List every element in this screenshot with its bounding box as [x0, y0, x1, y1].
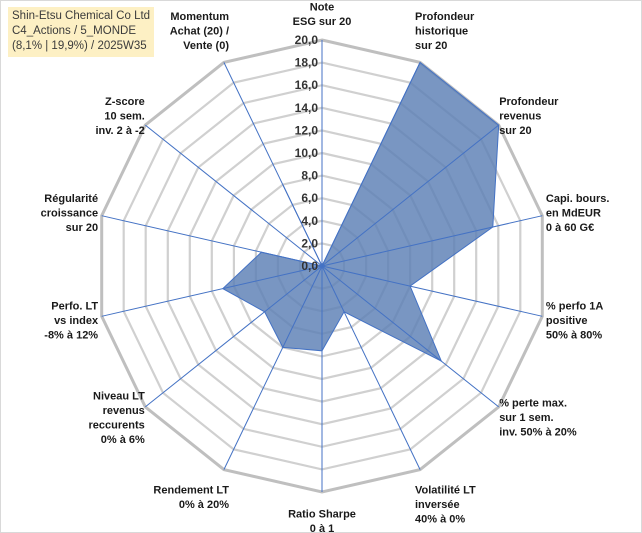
radial-tick-labels: 0,0 2,0 4,0 6,0 8,0 10,0 12,0 14,0 16,0 18,0 20,0: [295, 33, 319, 273]
spoke-line: [321, 62, 421, 267]
category-label-line: Z-score: [105, 96, 145, 108]
spoke-line: [321, 265, 421, 470]
radial-tick-label: 18,0: [295, 56, 319, 70]
category-label-line: 0 à 60 G€: [546, 222, 594, 234]
chart-title-box: Shin-Etsu Chemical Co Ltd C4_Actions / 5…: [8, 7, 155, 57]
category-label: % perte max. sur 1 sem. inv. 50% à 20%: [499, 398, 577, 439]
category-label: Profondeur historique sur 20: [415, 11, 475, 52]
category-labels: Note ESG sur 20 Profondeur historique sur 20…: [41, 2, 610, 533]
radial-tick-label: 16,0: [295, 78, 319, 92]
spoke-line: [321, 265, 543, 317]
radial-tick-label: 6,0: [301, 191, 318, 205]
category-label-line: Volatilité LT: [415, 485, 476, 497]
category-label-line: Note: [310, 2, 334, 14]
category-label: Profondeur revenus sur 20: [499, 96, 559, 137]
category-label: Capi. bours. en MdEUR 0 à 60 G€: [546, 193, 610, 234]
category-label-line: en MdEUR: [546, 207, 601, 219]
category-label-line: 40% à 0%: [415, 514, 465, 526]
category-label-line: 0% à 6%: [101, 434, 145, 446]
radial-tick-label: 14,0: [295, 101, 319, 115]
category-label-line: Perfo. LT: [51, 301, 98, 313]
category-label: Z-score 10 sem. inv. 2 à -2: [95, 96, 144, 137]
category-label-line: Vente (0): [183, 40, 229, 52]
radar-spokes: [101, 40, 543, 492]
spoke-line: [144, 124, 323, 267]
radial-tick-label: 12,0: [295, 123, 319, 137]
spoke-line: [321, 265, 500, 408]
spoke-line: [223, 62, 323, 267]
category-label-line: 10 sem.: [104, 110, 144, 122]
spoke-line: [101, 215, 323, 267]
spoke-line: [321, 124, 500, 267]
series-area: [221, 61, 500, 363]
category-label: Rendement LT 0% à 20%: [153, 485, 229, 512]
category-label-line: historique: [415, 26, 468, 38]
category-label-line: Régularité: [44, 193, 98, 205]
category-label: Niveau LT revenus reccurents 0% à 6%: [89, 390, 146, 446]
category-label-line: Capi. bours.: [546, 193, 610, 205]
spoke-line: [223, 265, 323, 470]
category-label-line: sur 20: [499, 125, 531, 137]
category-label-line: positive: [546, 315, 588, 327]
spoke-line: [144, 265, 323, 408]
radial-tick-label: 2,0: [301, 236, 318, 250]
category-label-line: Achat (20) /: [170, 26, 229, 38]
title-line-2: C4_Actions / 5_MONDE: [12, 25, 136, 37]
category-label: Perfo. LT vs index -8% à 12%: [44, 301, 99, 342]
title-line-3: (8,1% | 19,9%) / 2025W35: [12, 40, 147, 52]
category-label-line: sur 1 sem.: [499, 412, 553, 424]
radial-tick-label: 20,0: [295, 33, 319, 47]
spoke-line: [321, 215, 543, 267]
category-label-line: Momentum: [170, 11, 229, 23]
category-label-line: Niveau LT: [93, 390, 145, 402]
category-label-line: % perte max.: [499, 398, 567, 410]
category-label-line: revenus: [103, 405, 145, 417]
category-label-line: 0 à 1: [310, 523, 334, 533]
category-label-line: 0% à 20%: [179, 499, 229, 511]
title-line-1: Shin-Etsu Chemical Co Ltd: [12, 10, 151, 22]
category-label: Momentum Achat (20) / Vente (0): [170, 11, 230, 52]
category-label: Ratio Sharpe 0 à 1: [288, 509, 356, 533]
category-label-line: revenus: [499, 110, 541, 122]
category-label-line: sur 20: [66, 222, 98, 234]
spoke-line: [101, 265, 323, 317]
category-label-line: % perfo 1A: [546, 301, 604, 313]
category-label-line: inversée: [415, 499, 460, 511]
category-label-line: sur 20: [415, 40, 447, 52]
category-label: Note ESG sur 20: [293, 2, 352, 29]
category-label-line: -8% à 12%: [44, 330, 98, 342]
category-label-line: inv. 50% à 20%: [499, 427, 577, 439]
category-label-line: inv. 2 à -2: [95, 125, 144, 137]
category-label-line: 50% à 80%: [546, 330, 602, 342]
category-label-line: Profondeur: [499, 96, 559, 108]
category-label-line: ESG sur 20: [293, 16, 352, 28]
radial-tick-label: 0,0: [301, 259, 318, 273]
radar-series: [221, 61, 500, 363]
category-label-line: croissance: [41, 207, 98, 219]
category-label-line: vs index: [54, 315, 99, 327]
category-label-line: reccurents: [89, 419, 145, 431]
radial-tick-label: 10,0: [295, 146, 319, 160]
category-label-line: Profondeur: [415, 11, 475, 23]
radial-tick-label: 8,0: [301, 169, 318, 183]
category-label: Régularité croissance sur 20: [41, 193, 98, 234]
radial-tick-label: 4,0: [301, 214, 318, 228]
category-label-line: Rendement LT: [153, 485, 229, 497]
category-label-line: Ratio Sharpe: [288, 509, 356, 521]
category-label: % perfo 1A positive 50% à 80%: [546, 301, 604, 342]
category-label: Volatilité LT inversée 40% à 0%: [415, 485, 476, 526]
